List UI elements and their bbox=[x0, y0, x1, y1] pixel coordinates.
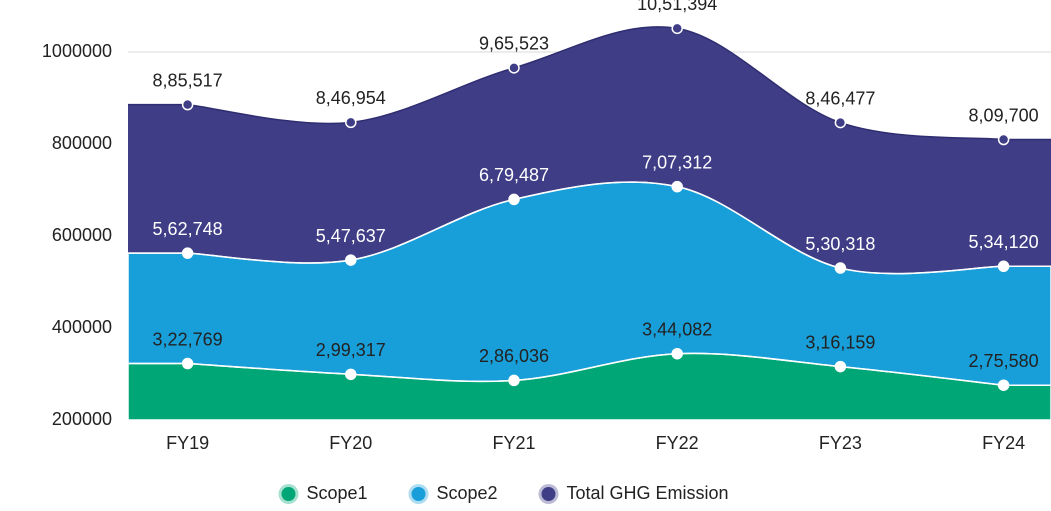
point bbox=[671, 180, 683, 193]
value-label: 2,99,317 bbox=[316, 340, 386, 360]
x-tick-label: FY19 bbox=[166, 433, 209, 453]
x-tick-label: FY21 bbox=[492, 433, 535, 453]
point bbox=[671, 347, 683, 360]
value-label: 8,09,700 bbox=[969, 105, 1039, 125]
point bbox=[345, 254, 357, 266]
value-label: 5,62,748 bbox=[153, 219, 223, 239]
point bbox=[997, 379, 1010, 391]
value-label: 6,79,487 bbox=[479, 165, 549, 185]
value-label: 3,16,159 bbox=[805, 332, 875, 352]
point bbox=[508, 62, 520, 74]
y-tick-label: 800000 bbox=[52, 133, 112, 153]
area-edge bbox=[128, 352, 1051, 386]
y-tick-label: 600000 bbox=[52, 225, 112, 245]
point bbox=[181, 98, 194, 111]
legend-label: Scope1 bbox=[307, 483, 368, 503]
point bbox=[508, 374, 520, 387]
value-label: 9,65,523 bbox=[479, 34, 549, 54]
point bbox=[181, 357, 194, 370]
value-label: 8,85,517 bbox=[153, 70, 223, 90]
areas bbox=[128, 26, 1051, 421]
value-label: 2,86,036 bbox=[479, 346, 549, 366]
value-label: 8,46,954 bbox=[316, 88, 386, 108]
value-label: 5,34,120 bbox=[969, 232, 1039, 252]
y-tick-label: 200000 bbox=[52, 409, 112, 429]
x-tick-label: FY20 bbox=[329, 433, 372, 453]
x-tick-label: FY23 bbox=[819, 433, 862, 453]
point bbox=[834, 116, 847, 129]
x-tick-label: FY22 bbox=[656, 433, 699, 453]
legend-swatch bbox=[411, 487, 426, 501]
area-edge bbox=[128, 26, 1051, 141]
point bbox=[671, 22, 683, 35]
value-label: 2,75,580 bbox=[969, 351, 1039, 371]
legend-swatch bbox=[541, 487, 556, 501]
value-label: 10,51,394 bbox=[637, 0, 717, 14]
value-label: 3,44,082 bbox=[642, 319, 712, 339]
value-label: 8,46,477 bbox=[805, 88, 875, 108]
value-label: 7,07,312 bbox=[642, 152, 712, 172]
point bbox=[181, 247, 194, 259]
point bbox=[834, 360, 847, 373]
point bbox=[997, 133, 1010, 146]
point bbox=[345, 368, 357, 381]
value-label: 5,30,318 bbox=[805, 234, 875, 254]
point bbox=[508, 193, 520, 206]
point bbox=[834, 262, 847, 274]
value-label: 5,47,637 bbox=[316, 226, 386, 246]
x-tick-label: FY24 bbox=[982, 433, 1025, 453]
y-tick-label: 1000000 bbox=[42, 41, 112, 61]
legend-label: Total GHG Emission bbox=[567, 483, 729, 503]
point bbox=[997, 260, 1010, 273]
legend-swatch bbox=[281, 487, 296, 501]
value-label: 3,22,769 bbox=[153, 329, 223, 349]
legend-label: Scope2 bbox=[437, 483, 498, 503]
foreground: FY19 FY20 FY21 FY22 FY23 FY24 3,22,769 2,99,317… bbox=[153, 0, 1039, 504]
area-edge bbox=[128, 181, 1051, 275]
y-tick-label: 400000 bbox=[52, 317, 112, 337]
point bbox=[345, 116, 357, 129]
